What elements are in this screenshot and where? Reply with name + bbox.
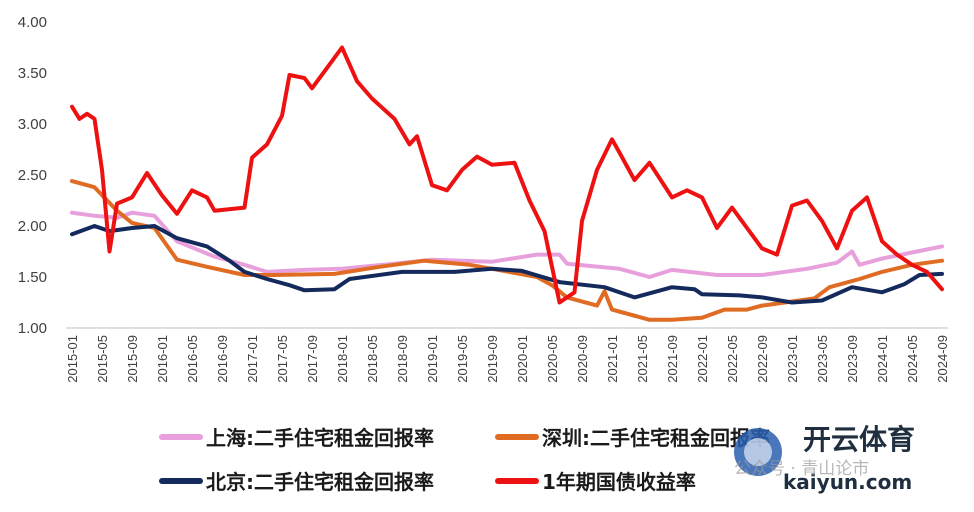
x-tick-label: 2017-01 xyxy=(245,335,260,383)
x-axis: 2015-01 2015-05 2015-09 2016-01 2016-05 2016-… xyxy=(65,327,950,383)
legend-item-shanghai: 上海:二手住宅租金回报率 xyxy=(159,426,434,450)
x-tick-label: 2017-09 xyxy=(305,335,320,383)
x-tick-label: 2016-09 xyxy=(215,335,230,383)
y-tick-label: 3.00 xyxy=(18,116,47,133)
x-tick-label: 2021-05 xyxy=(635,335,650,383)
x-tick-label: 2019-05 xyxy=(455,335,470,383)
legend-label-treasury-1y: 1年期国债收益率 xyxy=(542,470,696,494)
y-tick-label: 3.50 xyxy=(18,65,47,82)
x-tick-label: 2016-01 xyxy=(155,335,170,383)
y-tick-label: 2.50 xyxy=(18,167,47,184)
y-axis: 1.00 1.50 2.00 2.50 3.00 3.50 4.00 xyxy=(18,14,47,337)
watermark-brand: 开云体育 xyxy=(803,423,915,456)
x-tick-label: 2016-05 xyxy=(185,335,200,383)
legend-item-shenzhen: 深圳:二手住宅租金回报率 xyxy=(495,426,770,450)
x-tick-label: 2015-01 xyxy=(65,335,80,383)
x-tick-label: 2018-01 xyxy=(335,335,350,383)
legend: 上海:二手住宅租金回报率 深圳:二手住宅租金回报率 北京:二手住宅租金回报率 1… xyxy=(159,426,770,494)
x-tick-label: 2019-01 xyxy=(425,335,440,383)
x-tick-label: 2023-09 xyxy=(845,335,860,383)
series-lines xyxy=(70,45,944,322)
x-tick-label: 2022-01 xyxy=(695,335,710,383)
x-tick-label: 2020-05 xyxy=(545,335,560,383)
watermark-faint-text: 公众号 · 青山论市 xyxy=(734,459,869,479)
legend-label-shenzhen: 深圳:二手住宅租金回报率 xyxy=(542,426,770,450)
x-tick-label: 2022-05 xyxy=(725,335,740,383)
series-line-treasury-1y xyxy=(70,45,944,305)
series-line-beijing xyxy=(70,224,944,305)
y-tick-label: 1.50 xyxy=(18,269,47,286)
x-tick-label: 2024-09 xyxy=(935,335,950,383)
x-tick-label: 2018-05 xyxy=(365,335,380,383)
x-tick-label: 2024-01 xyxy=(875,335,890,383)
y-tick-label: 1.00 xyxy=(18,320,47,337)
x-tick-label: 2020-09 xyxy=(575,335,590,383)
x-tick-label: 2020-01 xyxy=(515,335,530,383)
legend-label-beijing: 北京:二手住宅租金回报率 xyxy=(206,470,434,494)
x-tick-label: 2015-09 xyxy=(125,335,140,383)
watermark-site: kaiyun.com xyxy=(783,470,912,494)
legend-label-shanghai: 上海:二手住宅租金回报率 xyxy=(206,426,434,450)
watermark-logo: 开云体育 kaiyun.com 公众号 · 青山论市 xyxy=(734,423,915,494)
ball-icon-inner xyxy=(744,438,772,466)
x-tick-label: 2024-05 xyxy=(905,335,920,383)
y-tick-label: 2.00 xyxy=(18,218,47,235)
x-tick-label: 2022-09 xyxy=(755,335,770,383)
x-tick-label: 2019-09 xyxy=(485,335,500,383)
x-tick-label: 2015-05 xyxy=(95,335,110,383)
x-tick-label: 2023-01 xyxy=(785,335,800,383)
legend-item-treasury-1y: 1年期国债收益率 xyxy=(495,470,696,494)
legend-item-beijing: 北京:二手住宅租金回报率 xyxy=(159,470,434,494)
x-tick-label: 2018-09 xyxy=(395,335,410,383)
x-tick-label: 2021-09 xyxy=(665,335,680,383)
x-tick-label: 2021-01 xyxy=(605,335,620,383)
y-tick-label: 4.00 xyxy=(18,14,47,31)
x-tick-label: 2017-05 xyxy=(275,335,290,383)
x-tick-label: 2023-05 xyxy=(815,335,830,383)
